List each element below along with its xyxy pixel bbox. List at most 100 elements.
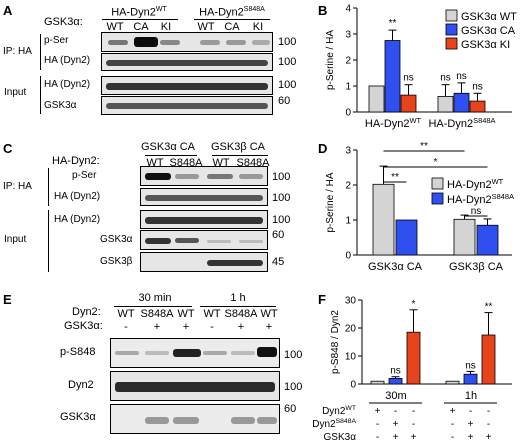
blot-label: p-S848 (60, 346, 96, 358)
mw-marker: 100 (278, 79, 297, 91)
category-label: 1h (465, 390, 477, 402)
bar (463, 373, 478, 385)
condition-mark: + (468, 432, 474, 443)
condition-mark: - (376, 432, 379, 443)
blot-gsk3a-a (101, 96, 273, 115)
lane-label: WT (203, 308, 221, 320)
y-tick-label: 20 (345, 324, 357, 335)
blot-ha-input-c (140, 210, 268, 229)
mw-marker: 45 (272, 256, 285, 268)
lane-label: WT (197, 21, 215, 33)
bracket-input (40, 76, 41, 114)
legend-label: GSK3α CA (461, 25, 516, 37)
blot-ha-input-a (101, 76, 273, 95)
group-label-a2: HA-Dyn2S848A (199, 6, 265, 19)
section-label-input: Input (4, 87, 27, 98)
condition-mark: - (412, 406, 415, 417)
bracket-ip (40, 34, 41, 70)
blot-ps848-e (110, 338, 280, 368)
y-tick-label: 0 (345, 108, 351, 119)
gsk-mark: + (153, 321, 161, 333)
group-label-c1: GSK3α CA (140, 141, 196, 153)
y-tick-label: 2 (345, 56, 351, 67)
panel-label-f: F (318, 292, 326, 307)
significance-label: ** (391, 172, 399, 183)
condition-mark: + (375, 406, 381, 417)
legend-label: HA-Dyn2WT (447, 177, 504, 191)
blot-label: GSK3β (100, 256, 133, 267)
lane-label: WT (177, 308, 195, 320)
y-tick-label: 30 (345, 296, 357, 307)
gsk-mark: + (237, 321, 245, 333)
lane-label: WT (106, 21, 124, 33)
blot-pser-a (101, 32, 273, 52)
condition-mark: + (393, 419, 399, 430)
legend-swatch (431, 192, 444, 205)
lane-label: S848A (169, 157, 203, 169)
mw-marker: 100 (272, 214, 291, 226)
legend-label: GSK3α WT (461, 11, 517, 23)
category-label: GSK3α CA (368, 261, 423, 273)
y-tick-label: 3 (345, 146, 351, 157)
lane-label: CA (133, 21, 149, 33)
blot-dyn2-e (110, 371, 280, 401)
blot-gsk3a-e (110, 404, 280, 434)
group-line-c2 (212, 155, 268, 156)
condition-mark: + (411, 432, 417, 443)
condition-mark: + (468, 419, 474, 430)
condition-mark: - (451, 419, 454, 430)
category-label: HA-Dyn2S848A (428, 116, 495, 130)
bracket-ip (48, 168, 49, 206)
mw-marker: 100 (284, 349, 303, 361)
significance-label: ** (389, 18, 397, 29)
legend-label: HA-Dyn2S848A (447, 192, 514, 206)
panel-label-d: D (318, 141, 328, 156)
lane-label: WT (260, 308, 278, 320)
blot-ha-ip-a (101, 53, 273, 71)
gsk-mark: + (182, 321, 190, 333)
section-label-input: Input (4, 234, 27, 245)
bar (368, 85, 385, 113)
bracket-input (48, 210, 49, 272)
y-tick-label: 4 (345, 4, 351, 15)
blot-label: p-Ser (44, 35, 69, 46)
gsk-mark: - (124, 321, 128, 333)
blot-label: GSK3α (44, 100, 77, 111)
blot-label: GSK3α (100, 234, 133, 245)
group-line-a1 (102, 19, 178, 20)
significance-label: ns (471, 206, 482, 217)
section-label-ip: IP: HA (3, 46, 32, 57)
condition-mark: + (486, 432, 492, 443)
significance-label: * (434, 157, 438, 168)
category-label: GSK3β CA (449, 261, 504, 273)
group-label-e2: 1 h (230, 292, 246, 304)
y-tick-label: 0 (345, 251, 351, 262)
row-title-gsk3a: GSK3α: (64, 320, 103, 332)
legend-swatch (445, 37, 458, 50)
panel-label-a: A (3, 3, 13, 18)
mw-marker: 60 (284, 403, 297, 415)
gsk-mark: + (265, 321, 273, 333)
significance-label: ns (472, 81, 483, 92)
blot-ha-ip-c (140, 188, 268, 206)
lane-label: S848A (224, 308, 258, 320)
blot-gsk3b-c (140, 252, 268, 272)
mw-marker: 100 (278, 36, 297, 48)
bar (370, 380, 385, 385)
lane-label: WT (117, 308, 135, 320)
lane-label: S848A (140, 308, 174, 320)
mw-marker: 100 (272, 192, 291, 204)
blot-label: p-Ser (72, 170, 97, 181)
lane-label: KI (160, 21, 172, 33)
condition-mark: - (469, 406, 472, 417)
condition-mark: - (487, 419, 490, 430)
legend-swatch (445, 9, 458, 22)
panel-label-c: C (3, 141, 13, 156)
blot-pser-c (140, 166, 268, 186)
lane-label: S848A (236, 157, 270, 169)
group-label-e1: 30 min (138, 292, 172, 304)
condition-mark: - (412, 419, 415, 430)
blot-label: Dyn2 (68, 379, 94, 391)
